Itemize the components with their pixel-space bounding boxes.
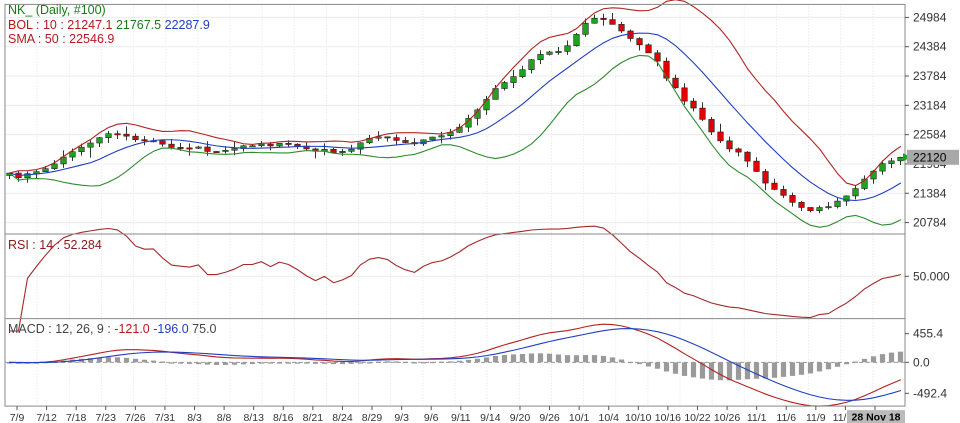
svg-text:9/3: 9/3	[394, 412, 409, 423]
svg-text:7/12: 7/12	[36, 412, 57, 423]
svg-text:11/9: 11/9	[806, 412, 826, 423]
svg-text:24384: 24384	[913, 40, 947, 54]
svg-text:22584: 22584	[913, 128, 947, 142]
svg-text:8/29: 8/29	[362, 412, 383, 423]
svg-text:50.000: 50.000	[913, 269, 950, 283]
svg-text:9/11: 9/11	[451, 412, 471, 423]
svg-text:10/26: 10/26	[714, 412, 740, 423]
svg-text:22120: 22120	[913, 150, 947, 164]
svg-text:9/26: 9/26	[539, 412, 560, 423]
svg-text:10/16: 10/16	[655, 412, 681, 423]
svg-text:10/22: 10/22	[684, 412, 710, 423]
svg-text:24984: 24984	[913, 10, 947, 24]
svg-text:9/20: 9/20	[510, 412, 531, 423]
svg-text:8/13: 8/13	[243, 412, 264, 423]
svg-text:455.4: 455.4	[913, 327, 943, 341]
svg-text:7/23: 7/23	[96, 412, 117, 423]
svg-text:8/21: 8/21	[303, 412, 324, 423]
svg-text:9/6: 9/6	[424, 412, 439, 423]
svg-text:10/10: 10/10	[625, 412, 651, 423]
svg-text:23184: 23184	[913, 98, 947, 112]
svg-text:0.0: 0.0	[913, 355, 930, 369]
svg-text:21384: 21384	[913, 186, 947, 200]
svg-text:23784: 23784	[913, 69, 947, 83]
svg-text:7/18: 7/18	[66, 412, 87, 423]
svg-text:8/3: 8/3	[187, 412, 202, 423]
svg-text:10/1: 10/1	[569, 412, 590, 423]
svg-text:10/4: 10/4	[599, 412, 620, 423]
svg-text:8/24: 8/24	[332, 412, 353, 423]
svg-text:7/9: 7/9	[10, 412, 25, 423]
svg-text:8/8: 8/8	[217, 412, 232, 423]
svg-text:9/14: 9/14	[480, 412, 501, 423]
svg-text:8/16: 8/16	[273, 412, 294, 423]
svg-text:7/31: 7/31	[155, 412, 176, 423]
svg-text:-492.4: -492.4	[913, 386, 947, 400]
svg-text:11/6: 11/6	[776, 412, 796, 423]
svg-text:11/1: 11/1	[747, 412, 767, 423]
svg-text:7/26: 7/26	[125, 412, 146, 423]
svg-text:28 Nov 18: 28 Nov 18	[851, 412, 900, 423]
svg-text:20784: 20784	[913, 216, 947, 230]
